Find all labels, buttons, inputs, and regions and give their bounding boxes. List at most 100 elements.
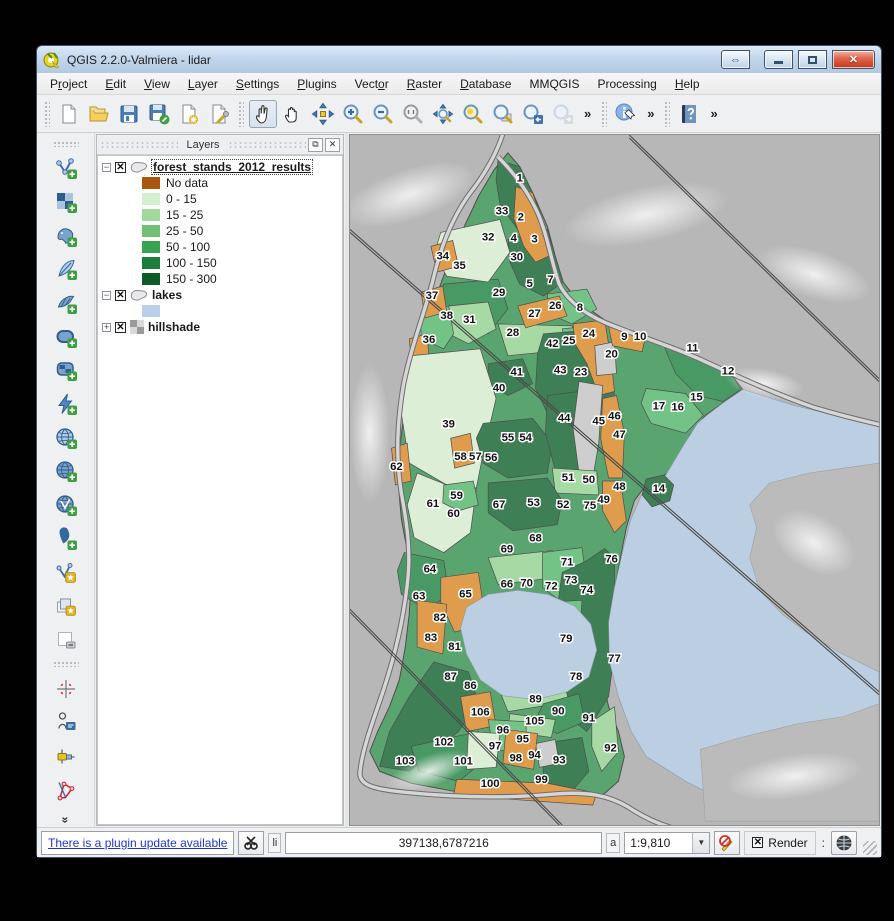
save-project-as-button[interactable] — [145, 100, 173, 128]
menu-database[interactable]: Database — [460, 76, 512, 91]
new-spatialite-layer-button[interactable] — [53, 594, 79, 619]
stand-id-label: 97 — [489, 740, 502, 752]
add-wcs-layer-button[interactable] — [53, 459, 79, 484]
plugin-status-button[interactable] — [238, 830, 265, 855]
composer-manager-button[interactable] — [205, 100, 233, 128]
menu-layer[interactable]: Layer — [187, 76, 218, 91]
topology-checker-button[interactable] — [53, 777, 79, 802]
touch-zoom-button[interactable] — [249, 99, 277, 128]
status-colon: : — [821, 835, 825, 850]
open-project-button[interactable] — [85, 100, 113, 128]
menu-raster[interactable]: Raster — [406, 76, 443, 91]
resize-grip[interactable] — [863, 841, 877, 855]
new-composer-button[interactable] — [175, 100, 203, 128]
map-tips-button[interactable] — [53, 710, 79, 735]
title-bar[interactable]: QGIS 2.2.0-Valmiera - lidar ⇔ ✕ — [37, 46, 881, 73]
layer-name[interactable]: hillshade — [148, 320, 201, 334]
toolbar-overflow-button[interactable]: » — [584, 106, 592, 121]
menu-settings[interactable]: Settings — [235, 76, 280, 91]
maximize-button[interactable] — [798, 50, 827, 69]
legend-label: 25 - 50 — [166, 224, 204, 238]
menu-mmqgis[interactable]: MMQGIS — [529, 76, 580, 91]
zoom-out-button[interactable] — [369, 100, 397, 128]
add-oracle-georaster-layer-button[interactable] — [53, 358, 79, 383]
toolbar-drag-handle[interactable] — [664, 100, 671, 127]
new-project-button[interactable] — [55, 100, 83, 128]
zoom-native-button[interactable] — [399, 100, 427, 128]
compatibility-button[interactable]: ⇔ — [721, 50, 750, 69]
add-oracle-layer-button[interactable] — [53, 324, 79, 349]
identify-button[interactable] — [612, 100, 640, 128]
add-vector-layer-button[interactable] — [53, 156, 79, 181]
expander-icon[interactable]: + — [102, 321, 111, 332]
scale-dropdown-arrow[interactable]: ▼ — [692, 832, 710, 853]
add-postgis-layer-button[interactable] — [53, 223, 79, 248]
pan-map-button[interactable] — [279, 100, 307, 128]
save-project-button[interactable] — [115, 100, 143, 128]
zoom-last-button[interactable] — [519, 100, 547, 128]
layer-visibility-checkbox[interactable]: ✕ — [115, 289, 126, 301]
help-contents-button[interactable] — [675, 100, 703, 128]
add-sqlanywhere-layer-button[interactable] — [53, 392, 79, 417]
close-panel-button[interactable]: ✕ — [325, 137, 340, 152]
zoom-to-layer-button[interactable] — [489, 100, 517, 128]
expander-icon[interactable]: − — [102, 161, 111, 172]
toolbar-drag-handle[interactable] — [238, 100, 244, 127]
layer-item-hillshade[interactable]: + ✕ hillshade — [102, 319, 342, 335]
legend-swatch — [142, 225, 160, 237]
add-raster-layer-button[interactable] — [53, 190, 79, 215]
toolbar-drag-handle[interactable] — [52, 141, 79, 147]
add-wms-layer-button[interactable] — [53, 425, 79, 450]
crs-globe-icon — [836, 835, 852, 850]
panel-splitter[interactable] — [345, 133, 349, 827]
plugin-update-link[interactable]: There is a plugin update available — [48, 835, 228, 850]
stand-id-label: 36 — [423, 334, 436, 346]
dock-overflow-chevron-icon[interactable]: » — [58, 816, 73, 824]
crs-status-button[interactable] — [831, 830, 857, 855]
layer-visibility-checkbox[interactable]: ✕ — [115, 321, 126, 333]
map-canvas[interactable]: 1 33 2 32 4 3 34 35 30 29 5 7 37 38 31 36 26 27 8 28 42 25 24 9… — [349, 134, 880, 826]
add-wfs-layer-button[interactable] — [53, 493, 79, 518]
layer-name[interactable]: lakes — [152, 288, 183, 302]
menu-help[interactable]: Help — [674, 76, 700, 91]
pan-to-selection-button[interactable] — [309, 100, 337, 128]
menu-view[interactable]: View — [144, 76, 170, 91]
zoom-full-button[interactable] — [429, 100, 457, 128]
layer-item-forest-stands[interactable]: − ✕ forest_stands_2012_results — [102, 159, 342, 175]
plugin-tool-button[interactable] — [53, 744, 79, 769]
add-mssql-layer-button[interactable] — [53, 291, 79, 316]
toolbar-overflow-button[interactable]: » — [647, 106, 655, 121]
scale-combobox[interactable]: 1:9,810 ▼ — [624, 831, 711, 854]
layers-panel-titlebar[interactable]: Layers ⧉ ✕ — [97, 135, 343, 155]
menu-edit[interactable]: Edit — [105, 76, 127, 91]
add-spatialite-layer-button[interactable] — [53, 257, 79, 282]
layer-visibility-checkbox[interactable]: ✕ — [115, 161, 126, 173]
zoom-next-button[interactable] — [549, 100, 577, 128]
stand-id-label: 27 — [528, 308, 541, 320]
menu-plugins[interactable]: Plugins — [297, 76, 337, 91]
highlight-pinned-labels-button[interactable] — [53, 676, 79, 701]
toolbar-drag-handle[interactable] — [44, 100, 50, 127]
render-control[interactable]: ✕ Render — [744, 830, 816, 855]
coordinate-display[interactable]: 397138,6787216 — [285, 831, 603, 854]
layer-item-lakes[interactable]: − ✕ lakes — [102, 287, 342, 303]
new-shapefile-layer-button[interactable] — [53, 560, 79, 585]
layer-name[interactable]: forest_stands_2012_results — [150, 159, 314, 175]
menu-vector[interactable]: Vector — [354, 76, 389, 91]
stop-render-button[interactable] — [714, 830, 741, 855]
stand-id-label: 67 — [493, 499, 506, 511]
minimize-button[interactable] — [764, 50, 793, 69]
menu-processing[interactable]: Processing — [597, 76, 657, 91]
close-button[interactable]: ✕ — [832, 50, 875, 69]
remove-layer-group-button[interactable] — [53, 628, 79, 653]
menu-project[interactable]: Project — [50, 76, 88, 91]
toolbar-drag-handle[interactable] — [601, 100, 608, 127]
float-panel-button[interactable]: ⧉ — [308, 137, 323, 152]
expander-icon[interactable]: − — [102, 289, 111, 300]
stand-id-label: 4 — [511, 232, 518, 244]
zoom-to-selection-button[interactable] — [459, 100, 487, 128]
zoom-in-button[interactable] — [339, 100, 367, 128]
add-delimited-text-layer-button[interactable] — [53, 526, 79, 551]
render-checkbox[interactable]: ✕ — [752, 837, 764, 848]
toolbar-overflow-button[interactable]: » — [710, 106, 718, 121]
